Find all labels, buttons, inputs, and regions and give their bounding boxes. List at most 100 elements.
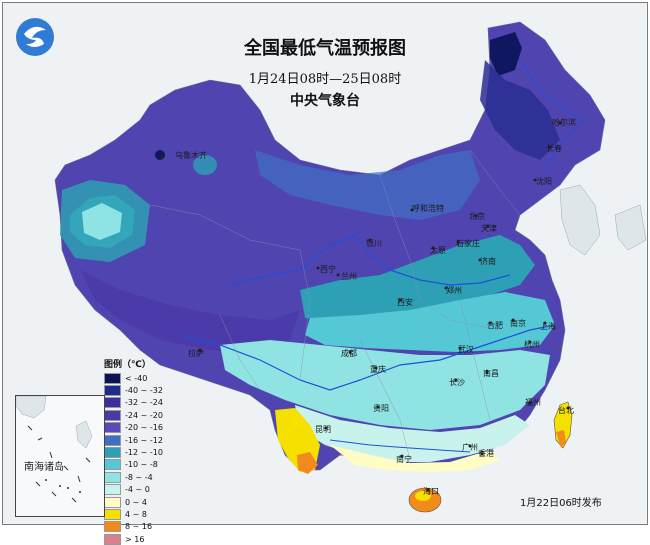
city-dot xyxy=(458,346,462,350)
legend-row: -20 ~ -16 xyxy=(104,422,163,434)
legend-label: -40 ~ -32 xyxy=(125,386,163,396)
city-lhasa: 拉萨 xyxy=(188,348,204,358)
city-dot xyxy=(468,444,472,448)
city-nanjing: 南京 xyxy=(510,318,526,328)
legend-row: < -40 xyxy=(104,372,163,384)
city-dot xyxy=(488,321,492,325)
legend-label: -20 ~ -16 xyxy=(125,423,163,433)
city-shenyang: 沈阳 xyxy=(536,176,552,186)
band-south-minus4 xyxy=(220,340,550,430)
legend-label: 4 ~ 8 xyxy=(125,509,147,519)
legend-row: -40 ~ -32 xyxy=(104,384,163,397)
city-dot xyxy=(485,370,489,374)
tibet-zone xyxy=(80,270,300,355)
legend-label: -8 ~ -4 xyxy=(125,472,153,482)
band-central-minus8 xyxy=(305,292,555,352)
legend-label: -12 ~ -10 xyxy=(125,448,163,458)
city-dot xyxy=(474,214,478,218)
city-dot xyxy=(376,405,380,409)
band-central-minus10 xyxy=(300,235,535,322)
city-dot xyxy=(543,321,547,325)
city-dot xyxy=(348,350,352,354)
city-yinchuan: 银川 xyxy=(366,238,382,248)
city-dot xyxy=(198,348,202,352)
city-changsha: 长沙 xyxy=(449,377,465,387)
published-time: 1月22日06时发布 xyxy=(520,498,602,509)
yellow-river xyxy=(229,234,511,286)
city-dot xyxy=(324,426,328,430)
city-chengdu: 成都 xyxy=(341,348,357,358)
city-taipei: 台北 xyxy=(558,405,574,415)
city-fuzhou: 福州 xyxy=(525,398,541,407)
legend-row: -32 ~ -24 xyxy=(104,397,163,409)
city-dot xyxy=(374,366,378,370)
band-north-minus16 xyxy=(255,150,480,220)
city-guiyang: 贵阳 xyxy=(373,403,389,413)
city-dot xyxy=(548,145,552,149)
yunnan-warmer xyxy=(297,452,318,474)
city-dot xyxy=(431,246,435,250)
legend-label: 0 ~ 4 xyxy=(125,497,147,507)
legend-row: -24 ~ -20 xyxy=(104,409,163,421)
city-shanghai: 上海 xyxy=(540,321,556,331)
city-dot xyxy=(456,240,460,244)
legend: 图例（℃） < -40 -40 ~ -32 -32 ~ -24 -24 ~ -2… xyxy=(104,357,163,545)
songhua-river xyxy=(519,59,586,171)
korea-peninsula xyxy=(559,184,601,256)
city-kunming: 昆明 xyxy=(315,425,331,434)
city-dot xyxy=(511,318,515,322)
taiwan-south xyxy=(556,430,566,448)
legend-swatch xyxy=(104,422,121,434)
city-dot xyxy=(316,266,320,270)
city-lanzhou: 兰州 xyxy=(341,271,357,281)
legend-swatch xyxy=(104,496,121,508)
city-dot xyxy=(400,454,404,458)
inset-map xyxy=(15,395,93,503)
cold-core-northeast xyxy=(490,32,522,76)
city-chongqing: 重庆 xyxy=(370,364,386,374)
japan-fragment xyxy=(614,204,647,251)
pearl-river xyxy=(329,439,471,453)
legend-swatch xyxy=(104,397,121,409)
province-borders xyxy=(149,149,521,461)
city-hangzhou: 杭州 xyxy=(524,339,540,349)
city-dot xyxy=(426,488,430,492)
city-dot xyxy=(480,452,484,456)
city-hefei: 合肥 xyxy=(487,320,503,330)
legend-label: > 16 xyxy=(125,534,145,544)
legend-rows: < -40 -40 ~ -32 -32 ~ -24 -24 ~ -20 -20 … xyxy=(104,372,163,545)
city-hohhot: 呼和浩特 xyxy=(412,203,444,213)
city-dot xyxy=(566,406,570,410)
legend-swatch xyxy=(104,409,121,421)
legend-swatch xyxy=(104,447,121,459)
city-tianjin: 天津 xyxy=(481,223,497,233)
city-urumqi: 乌鲁木齐 xyxy=(175,150,207,160)
city-taiyuan: 太原 xyxy=(430,245,446,255)
city-dot xyxy=(444,286,448,290)
legend-swatch xyxy=(104,484,121,496)
city-dot xyxy=(486,224,490,228)
legend-row: -8 ~ -4 xyxy=(104,471,163,483)
legend-swatch xyxy=(104,508,121,520)
legend-swatch xyxy=(104,434,121,446)
city-guangzhou: 广州 xyxy=(462,442,478,452)
legend-row: 0 ~ 4 xyxy=(104,496,163,508)
band-south-zero xyxy=(295,405,530,462)
legend-row: -4 ~ 0 xyxy=(104,484,163,496)
band-south-plus0 xyxy=(330,445,500,472)
map-title: 全国最低气温预报图 xyxy=(244,38,406,59)
legend-swatch xyxy=(104,471,121,483)
south-china-sea-inset xyxy=(15,395,105,517)
legend-label: -10 ~ -8 xyxy=(125,460,158,470)
legend-swatch xyxy=(104,385,121,397)
city-changchun: 长春 xyxy=(546,143,562,153)
city-dot xyxy=(558,121,562,125)
legend-label: -32 ~ -24 xyxy=(125,398,163,408)
city-nanchang: 南昌 xyxy=(483,368,499,378)
city-dot xyxy=(160,155,164,159)
city-dot xyxy=(478,258,482,262)
city-dot xyxy=(410,208,414,212)
city-xian: 西安 xyxy=(397,297,413,307)
city-nanning: 南宁 xyxy=(396,454,412,464)
city-shijiazhuang: 石家庄 xyxy=(456,238,480,248)
